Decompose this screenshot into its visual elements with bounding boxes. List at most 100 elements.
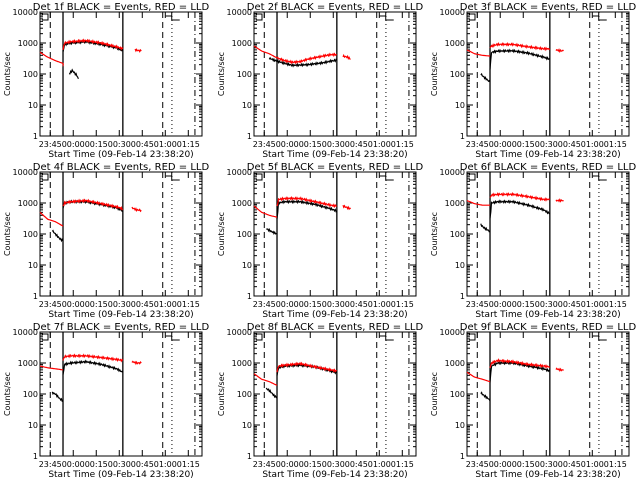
plot-frame (39, 171, 203, 297)
panel-title: Det 9f BLACK = Events, RED = LLD (460, 322, 637, 333)
x-tick-label: 01:15 (177, 140, 200, 149)
series-lld-line (466, 199, 490, 206)
y-tick-label: 10 (455, 421, 465, 430)
y-axis-label: Counts/sec (3, 52, 12, 96)
y-tick-label: 10 (28, 261, 38, 270)
x-tick-label: 00:30 (535, 460, 558, 469)
x-tick-label: 23:45 (466, 460, 489, 469)
x-tick-label: 00:15 (85, 300, 108, 309)
end-bracket-icon (165, 12, 180, 21)
y-axis-label: Counts/sec (217, 372, 226, 416)
x-tick-label: 00:00 (276, 460, 299, 469)
x-tick-label: 00:15 (512, 300, 535, 309)
series-lld-line (276, 196, 337, 209)
y-tick-label: 1000 (232, 199, 252, 208)
y-tick-label: 100 (237, 70, 252, 79)
x-tick-label: 00:15 (299, 460, 322, 469)
panel-title: Det 6f BLACK = Events, RED = LLD (460, 162, 637, 173)
x-tick-label: 01:15 (604, 460, 627, 469)
series-lld-line (555, 198, 564, 203)
series-lld-line (342, 53, 351, 60)
y-tick-label: 1000 (18, 39, 38, 48)
x-tick-label: 00:15 (512, 460, 535, 469)
x-tick-label: 00:00 (62, 460, 85, 469)
y-tick-label: 10000 (13, 168, 38, 177)
x-axis-label: Start Time (09-Feb-14 23:38:20) (48, 310, 193, 320)
x-tick-label: 01:00 (368, 300, 391, 309)
x-tick-label: 01:15 (177, 300, 200, 309)
y-tick-label: 10 (455, 101, 465, 110)
series-lld-line (489, 41, 551, 52)
y-axis-label: Counts/sec (3, 372, 12, 416)
series-lld-line (253, 373, 278, 386)
plot-frame (253, 331, 417, 457)
y-tick-label: 1000 (18, 359, 38, 368)
plot-frame (253, 11, 417, 137)
panel-det-7: Det 7f BLACK = Events, RED = LLD 1 10 100 10… (3, 322, 209, 480)
series-lld-line (39, 365, 64, 371)
series-lld-line (131, 360, 142, 366)
start-bracket-icon (469, 173, 476, 181)
start-bracket-icon (42, 13, 49, 21)
y-tick-label: 1 (247, 132, 252, 141)
x-axis-label: Start Time (09-Feb-14 23:38:20) (48, 470, 193, 480)
start-bracket-icon (256, 13, 263, 21)
x-tick-label: 00:00 (62, 300, 85, 309)
panel-det-3: Det 3f BLACK = Events, RED = LLD 1 10 100 10… (430, 2, 636, 160)
y-tick-label: 1 (460, 292, 465, 301)
x-tick-label: 00:45 (131, 300, 154, 309)
plot-frame (466, 171, 630, 297)
series-lld-line (276, 361, 338, 373)
plot-frame (466, 331, 630, 457)
x-tick-label: 01:00 (154, 460, 177, 469)
panel-det-8: Det 8f BLACK = Events, RED = LLD 1 10 100 10… (217, 322, 423, 480)
x-tick-label: 23:45 (39, 140, 62, 149)
panel-det-1: Det 1f BLACK = Events, RED = LLD 1 10 100 10… (3, 2, 209, 160)
x-axis-label: Start Time (09-Feb-14 23:38:20) (262, 310, 407, 320)
panel-title: Det 4f BLACK = Events, RED = LLD (33, 162, 210, 173)
y-tick-label: 10 (242, 101, 252, 110)
end-bracket-icon (379, 12, 394, 21)
x-tick-label: 00:30 (535, 300, 558, 309)
series-lld-line (253, 45, 337, 65)
x-tick-label: 23:45 (253, 460, 276, 469)
x-axis-label: Start Time (09-Feb-14 23:38:20) (262, 150, 407, 160)
y-tick-label: 1000 (18, 199, 38, 208)
start-bracket-icon (469, 13, 476, 21)
start-bracket-icon (256, 333, 263, 341)
series-lld-line (489, 358, 551, 369)
series-events-line (480, 391, 491, 402)
series-events-line (266, 228, 278, 236)
plot-frame (253, 171, 417, 297)
y-tick-label: 1000 (445, 359, 465, 368)
x-tick-label: 00:15 (512, 140, 535, 149)
x-tick-label: 00:30 (322, 300, 345, 309)
series-lld-line (466, 371, 491, 383)
x-tick-label: 00:30 (535, 140, 558, 149)
y-tick-label: 100 (237, 390, 252, 399)
series-lld-line (555, 48, 564, 54)
start-bracket-icon (42, 173, 49, 181)
series-events-line (62, 359, 124, 375)
x-tick-label: 00:30 (108, 140, 131, 149)
y-tick-label: 100 (450, 70, 465, 79)
x-tick-label: 00:45 (345, 300, 368, 309)
x-tick-label: 00:45 (345, 140, 368, 149)
y-tick-label: 100 (237, 230, 252, 239)
x-tick-label: 00:45 (558, 300, 581, 309)
x-axis-label: Start Time (09-Feb-14 23:38:20) (262, 470, 407, 480)
y-tick-label: 1 (33, 452, 38, 461)
plot-frame (39, 331, 203, 457)
start-bracket-icon (469, 333, 476, 341)
x-tick-label: 23:45 (466, 300, 489, 309)
series-lld-line (39, 51, 64, 67)
series-events-line (265, 387, 278, 399)
x-tick-label: 00:45 (558, 460, 581, 469)
panel-det-6: Det 6f BLACK = Events, RED = LLD 1 10 100 10… (430, 162, 636, 320)
series-events-line (489, 48, 551, 70)
x-axis-label: Start Time (09-Feb-14 23:38:20) (475, 470, 620, 480)
x-tick-label: 00:45 (131, 460, 154, 469)
y-tick-label: 10000 (13, 328, 38, 337)
x-tick-label: 23:45 (253, 140, 276, 149)
x-axis-label: Start Time (09-Feb-14 23:38:20) (475, 150, 620, 160)
